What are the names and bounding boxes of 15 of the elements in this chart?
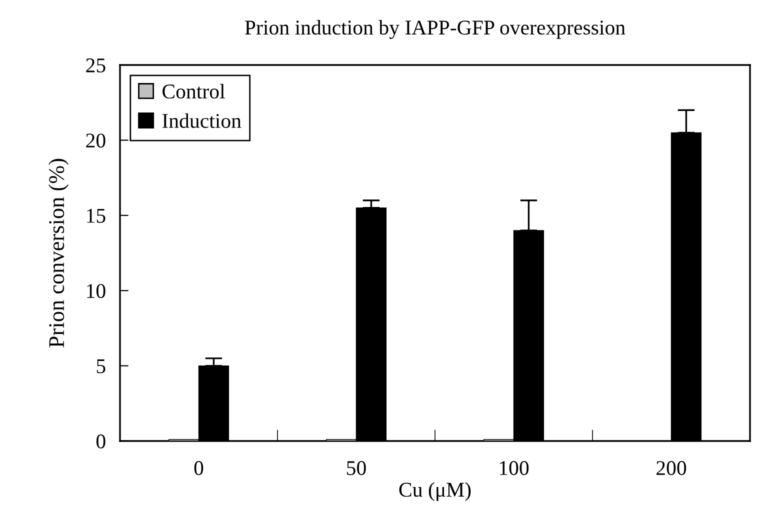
x-tick-label: 200 xyxy=(656,461,686,476)
x-tick-label: 50 xyxy=(347,461,366,476)
x-tick-label: 100 xyxy=(500,461,529,476)
y-tick-label: 10 xyxy=(87,284,106,298)
y-tick-label: 15 xyxy=(87,208,106,223)
y-tick-label: 5 xyxy=(96,359,106,374)
legend-label: Control xyxy=(162,84,225,99)
y-tick-label: 25 xyxy=(86,58,106,72)
y-tick-label: 0 xyxy=(96,434,106,448)
chart-title: Prion induction by IAPP-GFP overexpression xyxy=(245,20,626,39)
y-tick-label: 20 xyxy=(86,134,106,148)
y-axis-title: Prion conversion (%) xyxy=(48,158,69,348)
x-axis-title: Cu (μM) xyxy=(399,482,471,502)
x-tick-label: 0 xyxy=(194,461,204,476)
legend-label: Induction xyxy=(162,113,242,128)
